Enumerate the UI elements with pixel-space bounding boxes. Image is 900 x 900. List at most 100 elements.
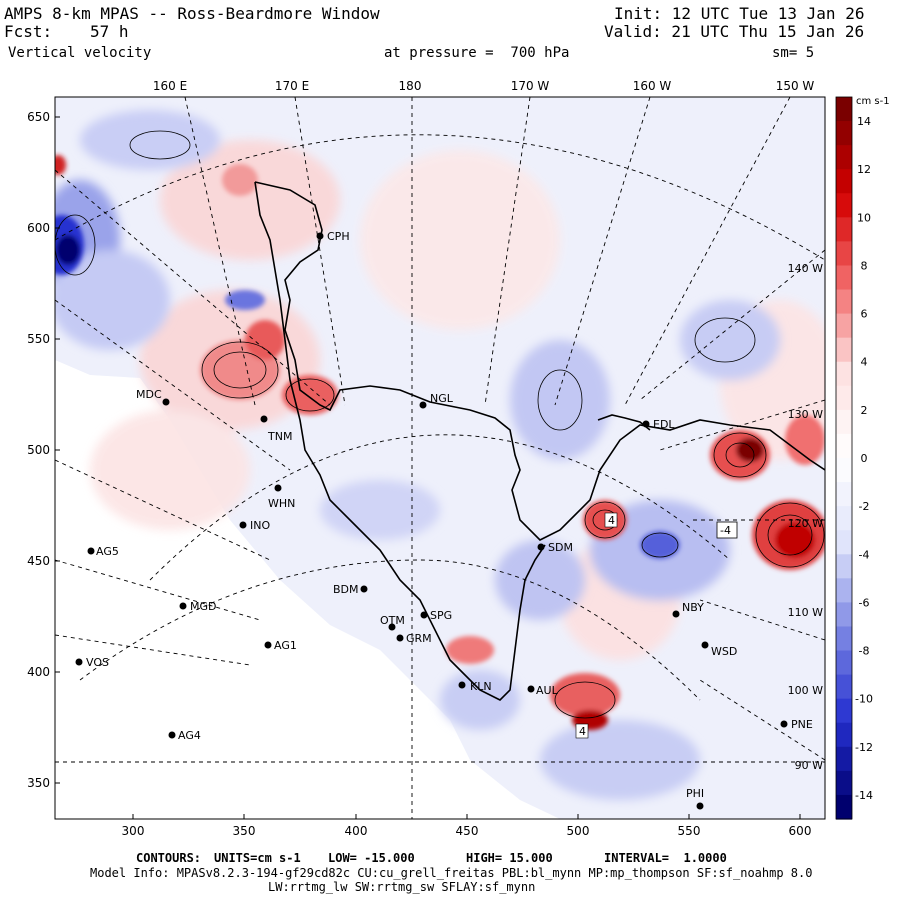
station-sdm[interactable]: SDM xyxy=(537,541,573,554)
svg-text:CPH: CPH xyxy=(327,230,350,243)
station-vos[interactable]: VOS xyxy=(75,656,109,669)
y-tick-label: 600 xyxy=(27,221,50,235)
svg-text:NBY: NBY xyxy=(682,601,704,614)
station-aul[interactable]: AUL xyxy=(527,684,559,697)
y-tick-label: 450 xyxy=(27,554,50,568)
top-longitude-labels: 160 E 170 E 180 170 W 160 W 150 W xyxy=(153,79,815,93)
svg-text:KLN: KLN xyxy=(470,680,492,693)
svg-text:OTM: OTM xyxy=(380,614,405,627)
x-tick-label: 600 xyxy=(789,824,812,838)
svg-text:AG1: AG1 xyxy=(274,639,297,652)
colorbar-label: 6 xyxy=(861,308,868,321)
lon-label: 100 W xyxy=(788,684,823,697)
lon-label: 150 W xyxy=(776,79,815,93)
colorbar-cell xyxy=(836,313,852,339)
colorbar-label: 4 xyxy=(861,356,868,369)
y-tick-label: 400 xyxy=(27,665,50,679)
station-kln[interactable]: KLN xyxy=(458,680,492,693)
colorbar-cell xyxy=(836,385,852,411)
station-tnm[interactable]: TNM xyxy=(260,415,293,444)
colorbar-label: -4 xyxy=(859,548,870,561)
station-otm[interactable]: OTM xyxy=(380,614,405,631)
init-time: Init: 12 UTC Tue 13 Jan 26 xyxy=(614,4,865,23)
svg-text:WSD: WSD xyxy=(711,645,737,658)
stations: CPH NGL MDC TNM WHN INO AG5 MGD BDM SPG … xyxy=(75,230,813,810)
colorbar-label: -6 xyxy=(859,596,870,609)
station-ag5[interactable]: AG5 xyxy=(87,545,119,558)
colorbar-label: 2 xyxy=(861,404,868,417)
station-whn[interactable]: WHN xyxy=(268,484,295,511)
colorbar-label: 10 xyxy=(857,211,871,224)
colorbar-cell xyxy=(836,602,852,628)
contour-high: HIGH= 15.000 xyxy=(466,851,553,865)
colorbar-cell xyxy=(836,674,852,700)
y-tick-label: 550 xyxy=(27,332,50,346)
svg-text:AG5: AG5 xyxy=(96,545,119,558)
station-ag1[interactable]: AG1 xyxy=(264,639,297,652)
svg-text:INO: INO xyxy=(250,519,270,532)
colorbar-cell xyxy=(836,722,852,748)
lon-label: 130 W xyxy=(788,408,823,421)
contour-labels: 4 -4 4 xyxy=(575,512,738,739)
lon-label: 120 W xyxy=(788,517,823,530)
svg-text:AUL: AUL xyxy=(536,684,559,697)
station-ag4[interactable]: AG4 xyxy=(168,729,201,742)
station-cph[interactable]: CPH xyxy=(316,230,350,243)
station-grm[interactable]: GRM xyxy=(396,632,432,645)
valid-time: Valid: 21 UTC Thu 15 Jan 26 xyxy=(604,22,865,41)
colorbar-label: -2 xyxy=(859,500,870,513)
colorbar-cell xyxy=(836,265,852,291)
colorbar-label: 0 xyxy=(861,452,868,465)
svg-text:GRM: GRM xyxy=(406,632,432,645)
station-pne[interactable]: PNE xyxy=(780,718,813,731)
colorbar-label: -10 xyxy=(855,693,873,706)
left-axis: 650 600 550 500 450 400 350 xyxy=(27,110,60,790)
field-name: Vertical velocity xyxy=(8,45,152,61)
station-mgd[interactable]: MGD xyxy=(179,600,217,613)
station-bdm[interactable]: BDM xyxy=(333,583,368,596)
colorbar-label: 14 xyxy=(857,115,871,128)
station-spg[interactable]: SPG xyxy=(420,609,453,622)
x-tick-label: 350 xyxy=(233,824,256,838)
contour-label: 4 xyxy=(579,725,586,738)
field-shading xyxy=(55,97,825,819)
svg-text:SPG: SPG xyxy=(430,609,452,622)
colorbar-cell xyxy=(836,794,852,820)
svg-text:PHI: PHI xyxy=(686,787,704,800)
lon-label: 160 W xyxy=(633,79,672,93)
lon-label: 170 E xyxy=(275,79,309,93)
svg-text:AG4: AG4 xyxy=(178,729,201,742)
colorbar-label: -12 xyxy=(855,741,873,754)
svg-text:MGD: MGD xyxy=(190,600,217,613)
contour-units: UNITS=cm s-1 xyxy=(214,851,301,865)
x-tick-label: 400 xyxy=(345,824,368,838)
station-ino[interactable]: INO xyxy=(239,519,271,532)
station-mdc[interactable]: MDC xyxy=(136,388,170,406)
svg-text:NGL: NGL xyxy=(430,392,454,405)
colorbar-label: 12 xyxy=(857,163,871,176)
colorbar-cell xyxy=(836,433,852,459)
station-ngl[interactable]: NGL xyxy=(419,392,454,409)
station-wsd[interactable]: WSD xyxy=(701,641,738,659)
forecast-hour: 57 h xyxy=(90,22,129,41)
right-longitude-labels: 140 W 130 W 120 W 110 W 100 W 90 W xyxy=(788,262,823,772)
colorbar-cell xyxy=(836,554,852,579)
station-edl[interactable]: EDL xyxy=(642,418,676,431)
colorbar-cell xyxy=(836,409,852,435)
station-phi[interactable]: PHI xyxy=(686,787,704,810)
colorbar-cell xyxy=(836,337,852,363)
lon-label: 90 W xyxy=(795,759,823,772)
colorbar-label: -14 xyxy=(855,789,873,802)
colorbar-cell xyxy=(836,770,852,796)
station-nby[interactable]: NBY xyxy=(672,601,705,618)
lon-label: 110 W xyxy=(788,606,823,619)
y-tick-label: 650 xyxy=(27,110,50,124)
forecast-label: Fcst: xyxy=(4,22,53,41)
colorbar-cell xyxy=(836,97,852,122)
x-tick-label: 300 xyxy=(122,824,145,838)
x-tick-label: 450 xyxy=(456,824,479,838)
map-title: AMPS 8-km MPAS -- Ross-Beardmore Window xyxy=(4,4,380,23)
model-info-physics: LW:rrtmg_lw SW:rrtmg_sw SFLAY:sf_mynn xyxy=(268,880,536,894)
colorbar-cell xyxy=(836,650,852,676)
